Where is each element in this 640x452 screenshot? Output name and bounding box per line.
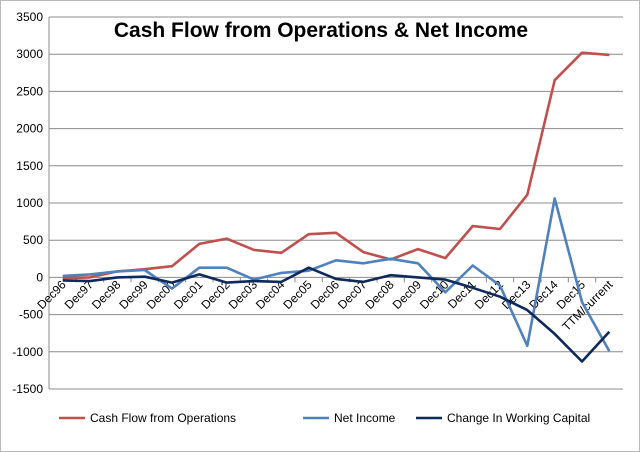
y-tick-label: 3500 (16, 10, 43, 24)
chart-title: Cash Flow from Operations & Net Income (114, 19, 528, 42)
x-tick-label: Dec09 (390, 277, 425, 312)
x-tick-label: Dec05 (280, 277, 315, 312)
x-tick-label: Dec14 (526, 277, 561, 312)
x-tick-labels: Dec96Dec97Dec98Dec99Dec00Dec01Dec02Dec03… (34, 277, 616, 334)
x-tick-label: Dec08 (362, 277, 397, 312)
x-tick-label: Dec99 (116, 277, 151, 312)
legend-item-1: Net Income (303, 411, 396, 425)
legend-item-0: Cash Flow from Operations (59, 411, 236, 425)
series-line-1 (62, 197, 611, 352)
legend-label: Cash Flow from Operations (90, 411, 236, 425)
legend-label: Net Income (334, 411, 396, 425)
x-tick-label: Dec11 (445, 277, 479, 311)
gridlines (49, 16, 623, 390)
series-line-2 (62, 266, 611, 363)
y-tick-label: 1000 (16, 196, 43, 210)
y-tick-label: -1000 (12, 345, 43, 359)
legend-item-2: Change In Working Capital (416, 411, 590, 425)
y-tick-label: 500 (23, 233, 43, 247)
y-tick-labels: -1500 -1000 -500 0 500 1000 1500 2000 2500 3000 35… (12, 10, 43, 396)
x-tick-label: Dec97 (62, 277, 97, 312)
y-tick-label: 3000 (16, 47, 43, 61)
y-tick-label: 2500 (16, 84, 43, 98)
x-tick-label: Dec10 (417, 277, 452, 312)
x-tick-label: Dec06 (308, 277, 343, 312)
y-tick-label: -1500 (12, 382, 43, 396)
x-tick-label: Dec98 (89, 277, 124, 312)
legend: Cash Flow from Operations Net Income Chang… (59, 411, 590, 425)
x-tick-label: Dec12 (472, 277, 507, 312)
y-tick-label: 2000 (16, 122, 43, 136)
series-lines (62, 51, 611, 363)
y-tick-label: -500 (19, 308, 43, 322)
legend-label: Change In Working Capital (447, 411, 590, 425)
y-tick-label: 1500 (16, 159, 43, 173)
series-line-0 (62, 51, 610, 280)
y-tick-label: 0 (36, 270, 43, 284)
